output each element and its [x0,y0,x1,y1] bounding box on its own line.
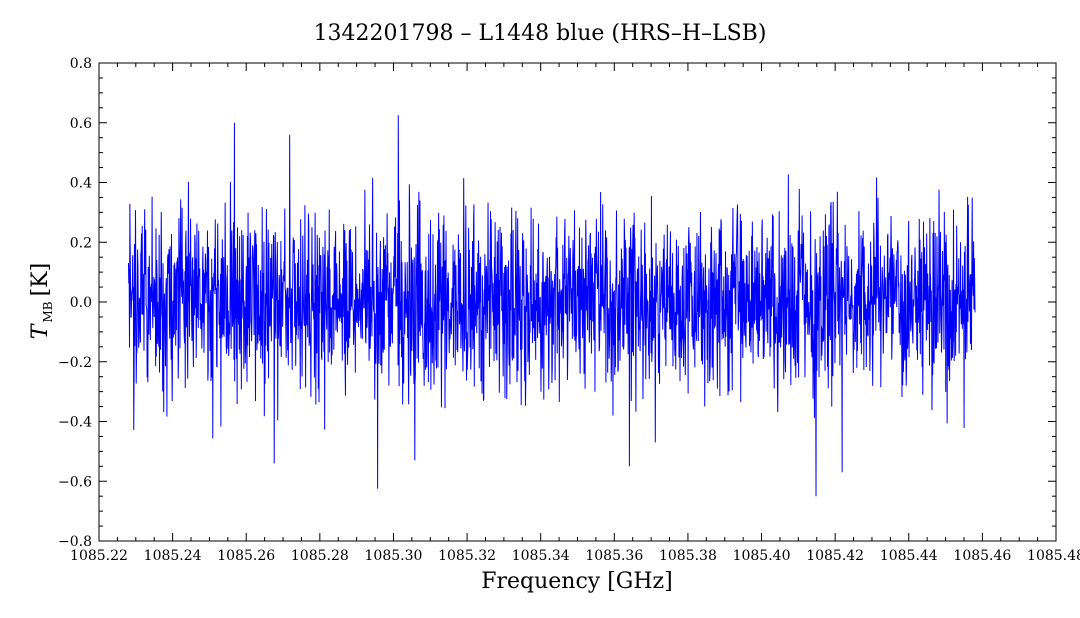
y-tick-label: −0.8 [58,534,92,550]
x-tick-label: 1085.48 [1027,548,1080,564]
chart-title: 1342201798 – L1448 blue (HRS–H–LSB) [314,21,767,46]
y-tick-label: −0.2 [58,355,92,371]
x-tick-label: 1085.44 [880,548,938,564]
y-axis-subscript: MB [41,301,55,322]
x-tick-label: 1085.24 [144,548,202,564]
y-tick-label: 0.0 [70,295,92,311]
y-tick-label: 0.6 [70,116,92,132]
x-tick-label: 1085.46 [953,548,1011,564]
y-tick-label: −0.6 [58,474,92,490]
x-tick-label: 1085.28 [291,548,349,564]
x-axis-ticks: 1085.22 1085.24 1085.26 1085.28 1085.30 1085.… [70,63,1080,564]
y-tick-label: 0.8 [70,56,92,72]
y-axis-symbol: T [28,322,53,339]
y-tick-label: 0.2 [70,235,92,251]
series-layer [127,115,976,497]
x-tick-label: 1085.34 [512,548,570,564]
x-tick-label: 1085.42 [806,548,864,564]
y-tick-label: 0.4 [70,176,92,192]
spectrum-line [127,115,976,497]
y-axis-ticks: −0.8 −0.6 −0.4 −0.2 0.0 0.2 0.4 0.6 0.8 [58,56,1056,550]
x-axis-title: Frequency [GHz] [481,569,673,594]
x-tick-label: 1085.26 [217,548,275,564]
x-tick-label: 1085.30 [365,548,423,564]
y-axis-unit: [K] [28,263,53,297]
x-tick-label: 1085.32 [438,548,496,564]
x-tick-label: 1085.36 [585,548,643,564]
x-tick-label: 1085.22 [70,548,128,564]
y-tick-label: −0.4 [58,415,92,431]
x-tick-label: 1085.38 [659,548,717,564]
y-axis-title: TMB [K] [28,263,55,339]
x-tick-label: 1085.40 [733,548,791,564]
